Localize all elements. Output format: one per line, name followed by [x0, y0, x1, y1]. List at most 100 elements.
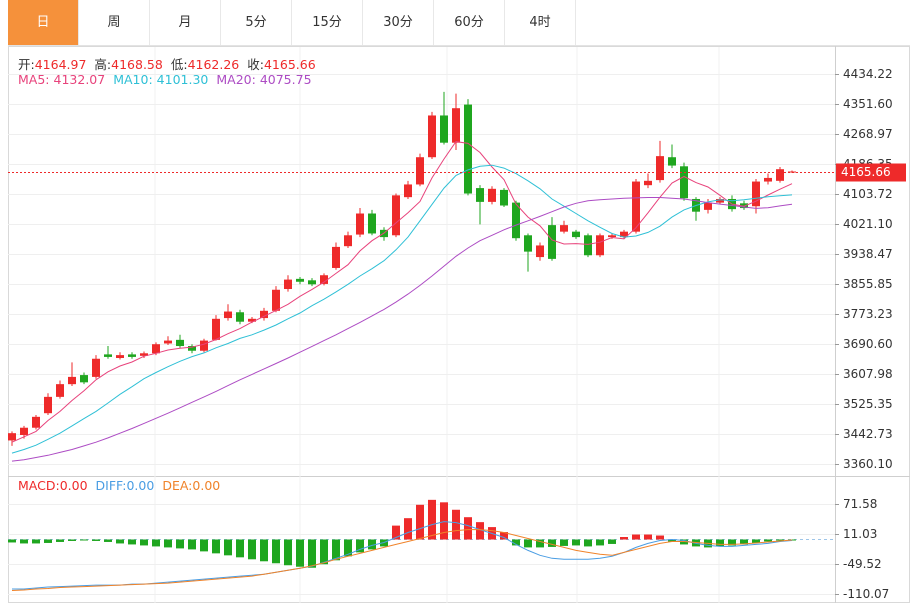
macd-bar: [8, 539, 16, 543]
candle-body: [260, 310, 268, 319]
y-tick-label: 3690.60: [843, 337, 893, 351]
candle-body: [56, 384, 64, 397]
y-tick-label: 4351.60: [843, 97, 893, 111]
candle-body: [32, 416, 40, 428]
macd-bar: [620, 537, 628, 540]
macd-bar: [116, 539, 124, 544]
period-tab[interactable]: 月: [150, 0, 221, 45]
period-tab[interactable]: 5分: [221, 0, 292, 45]
macd-bar: [584, 539, 592, 547]
y-tick-label: -49.52: [843, 557, 882, 571]
macd-bar: [656, 535, 664, 540]
macd-bar: [260, 539, 268, 562]
candle-body: [104, 354, 112, 357]
candle-body: [704, 202, 712, 210]
macd-bar: [392, 525, 400, 540]
candle-body: [20, 427, 28, 435]
macd-bar: [572, 539, 580, 546]
macd-bar: [476, 522, 484, 540]
macd-bar: [632, 534, 640, 540]
macd-bar: [248, 539, 256, 560]
candle-body: [212, 318, 220, 340]
candle-body: [176, 339, 184, 347]
candle-body: [680, 166, 688, 199]
legend-name: DIFF:: [95, 478, 127, 493]
macd-bar: [368, 539, 376, 550]
ohlc-label: 收:: [247, 57, 264, 72]
candle-body: [152, 344, 160, 354]
y-tick-label: 3938.47: [843, 247, 893, 261]
period-tab[interactable]: 周: [79, 0, 150, 45]
candle-body: [464, 104, 472, 194]
macd-bar: [68, 539, 76, 541]
ma-legend: MA5: 4132.07 MA10: 4101.30 MA20: 4075.75: [18, 72, 320, 87]
y-tick-label: 3525.35: [843, 397, 893, 411]
candle-body: [668, 157, 676, 166]
macd-bar: [560, 539, 568, 546]
macd-bar: [548, 539, 556, 547]
candle-body: [92, 358, 100, 377]
macd-bar: [536, 539, 544, 548]
y-tick-label: 3773.23: [843, 307, 893, 321]
candle-body: [776, 169, 784, 181]
candle-body: [272, 289, 280, 311]
y-tick-label: -110.07: [843, 587, 889, 601]
candle-body: [44, 396, 52, 414]
candle-body: [116, 355, 124, 359]
macd-legend: MACD:0.00 DIFF:0.00 DEA:0.00: [18, 478, 228, 493]
candle-body: [200, 340, 208, 351]
macd-bar: [200, 539, 208, 552]
legend-value: 0.00: [192, 478, 221, 493]
candle-body: [236, 312, 244, 322]
macd-bar: [56, 539, 64, 542]
macd-bar: [452, 509, 460, 540]
vertical-grid: [154, 47, 720, 603]
candle-body: [284, 279, 292, 290]
macd-bar: [104, 539, 112, 542]
candle-body: [332, 246, 340, 268]
candle-body: [368, 213, 376, 234]
candle-body: [644, 180, 652, 186]
macd-bar: [608, 539, 616, 544]
macd-bar: [164, 539, 172, 548]
candle-body: [344, 235, 352, 247]
candle-body: [752, 181, 760, 207]
legend-name: MA20:: [216, 72, 256, 87]
period-tab[interactable]: 30分: [363, 0, 434, 45]
macd-bar: [644, 534, 652, 540]
macd-bar: [308, 539, 316, 568]
tab-bar: 日周月 5分 15分 30分 60分 4时: [8, 0, 910, 46]
candle-body: [548, 225, 556, 259]
y-tick-label: 4268.97: [843, 127, 893, 141]
period-tab[interactable]: 日: [8, 0, 79, 45]
legend-value: 0.00: [126, 478, 155, 493]
candle-body: [608, 235, 616, 238]
macd-bar: [464, 517, 472, 540]
candle-body: [716, 198, 724, 203]
macd-bar: [356, 539, 364, 553]
candle-body: [416, 157, 424, 185]
macd-bar: [296, 539, 304, 567]
candle-body: [500, 189, 508, 206]
candle-body: [188, 346, 196, 351]
ma-line: [11, 141, 793, 443]
macd-bar: [284, 539, 292, 566]
period-tab[interactable]: 4时: [505, 0, 576, 45]
macd-bar: [440, 502, 448, 540]
macd-bar: [596, 539, 604, 546]
period-tab[interactable]: 60分: [434, 0, 505, 45]
ma-line: [11, 197, 793, 462]
candle-body: [596, 235, 604, 256]
candle-body: [512, 202, 520, 239]
macd-bar: [404, 518, 412, 540]
candle-body: [392, 195, 400, 236]
candle-body: [656, 156, 664, 181]
candle-body: [356, 213, 364, 235]
macd-bar: [236, 539, 244, 558]
candle-body: [68, 376, 76, 385]
macd-bar: [80, 539, 88, 541]
macd-bar: [716, 539, 724, 547]
period-tab[interactable]: 15分: [292, 0, 363, 45]
candle-body: [764, 177, 772, 182]
